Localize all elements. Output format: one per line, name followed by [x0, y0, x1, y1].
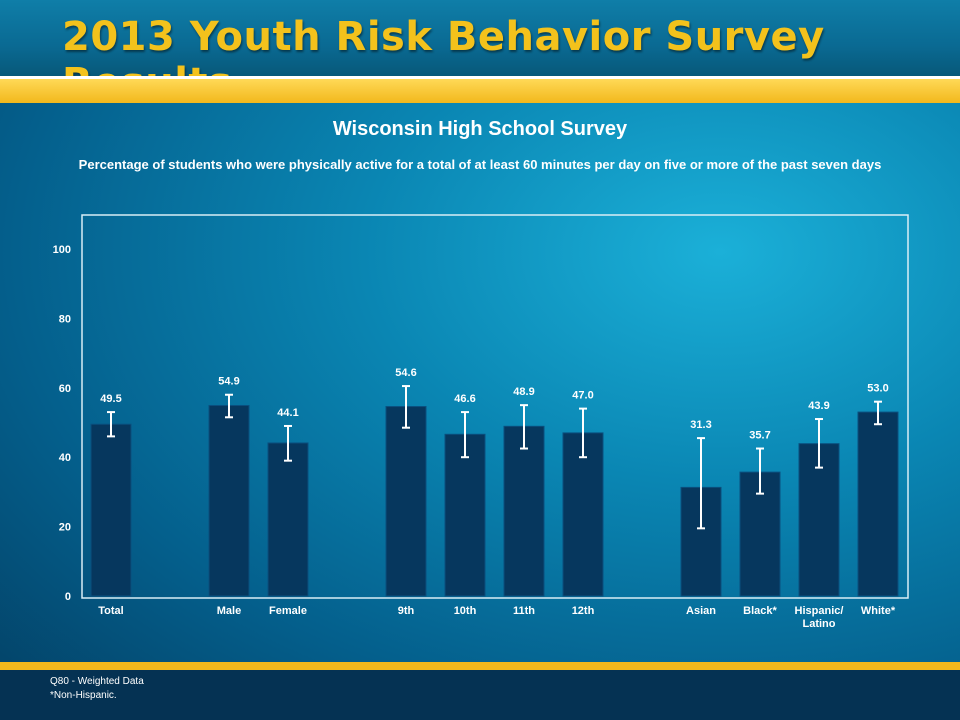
data-label: 46.6: [454, 393, 475, 405]
data-label: 43.9: [808, 400, 829, 412]
data-label: 53.0: [867, 383, 888, 395]
bar: [267, 442, 309, 597]
bar: [90, 423, 132, 597]
chart-title: Wisconsin High School Survey: [332, 118, 628, 140]
footer-accent-line: [0, 662, 960, 670]
x-tick-label: Hispanic/: [795, 605, 844, 617]
y-tick-label: 100: [53, 244, 71, 256]
bar: [385, 406, 427, 597]
data-label: 47.0: [572, 390, 593, 402]
x-tick-label: Female: [269, 605, 307, 617]
data-label: 31.3: [690, 419, 711, 431]
data-label: 44.1: [277, 407, 298, 419]
data-label: 48.9: [513, 386, 534, 398]
x-tick-label: White*: [861, 605, 896, 617]
data-label: 49.5: [100, 393, 121, 405]
footer-note-weighted: Q80 - Weighted Data: [50, 676, 144, 687]
y-tick-label: 20: [59, 522, 71, 534]
y-tick-label: 60: [59, 383, 71, 395]
y-tick-label: 0: [65, 591, 71, 603]
bar: [503, 425, 545, 597]
footer: [0, 662, 960, 720]
bar: [798, 443, 840, 597]
plot-frame: [81, 214, 909, 599]
y-tick-label: 80: [59, 313, 71, 325]
x-tick-label: 10th: [454, 605, 477, 617]
chart-subtitle: Percentage of students who were physical…: [78, 157, 882, 172]
bar-chart: 0 20 40 60 80 100 49.5 Total 54.9 Male 44.1 Female 5…: [53, 214, 909, 630]
x-tick-label: Total: [98, 605, 123, 617]
x-tick-label: 9th: [398, 605, 415, 617]
banner-accent-bar: [0, 79, 960, 103]
banner-title: 2013 Youth Risk Behavior Survey Results: [62, 14, 825, 106]
x-tick-label: 12th: [572, 605, 595, 617]
x-tick-label: Latino: [803, 618, 836, 630]
data-label: 54.9: [218, 376, 239, 388]
bar: [857, 411, 899, 597]
banner-divider: [0, 76, 960, 79]
data-label: 35.7: [749, 430, 770, 442]
x-tick-label: 11th: [513, 605, 535, 617]
footer-note-nonhispanic: *Non-Hispanic.: [50, 690, 117, 701]
data-label: 54.6: [395, 367, 416, 379]
bar: [562, 432, 604, 597]
title-banner: 2013 Youth Risk Behavior Survey Results: [0, 0, 960, 106]
bar: [208, 404, 250, 597]
bar: [444, 433, 486, 597]
y-tick-label: 40: [59, 452, 71, 464]
x-tick-label: Asian: [686, 605, 716, 617]
x-tick-label: Male: [217, 605, 241, 617]
x-tick-label: Black*: [743, 605, 777, 617]
